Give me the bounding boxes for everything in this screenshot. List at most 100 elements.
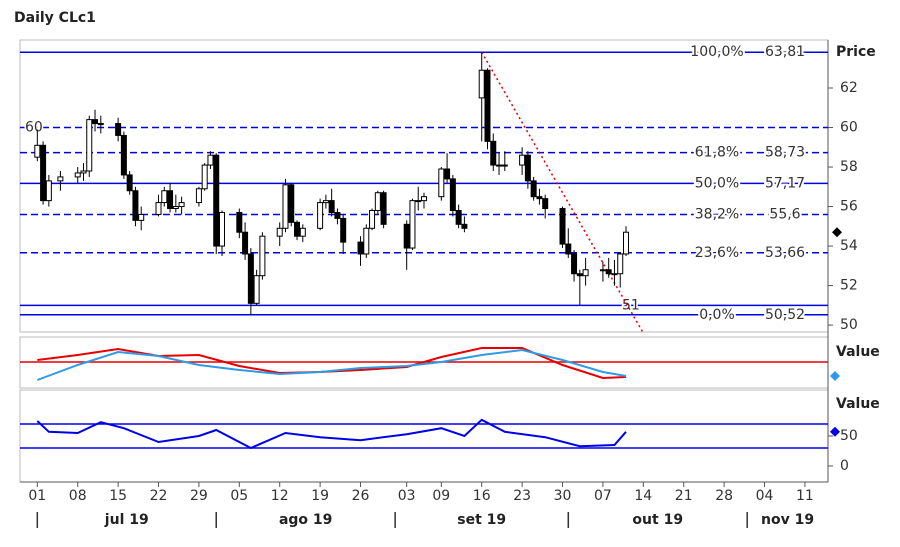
candle-body [282, 184, 289, 229]
level-value: 55,6 [769, 206, 800, 222]
level-value: 63,81 [765, 44, 805, 60]
x-tick-label: 09 [432, 488, 450, 504]
trend-line [481, 51, 644, 334]
axis-label: Value [836, 344, 880, 360]
y-tick-label: 0 [840, 458, 849, 474]
candle-body [120, 134, 127, 176]
candle-body [409, 200, 416, 249]
candle-body [74, 172, 81, 178]
candle-body [363, 227, 370, 255]
candle-body [288, 184, 295, 223]
candle-body [92, 119, 99, 125]
level-value: 57,17 [765, 175, 805, 191]
candle-body [519, 154, 526, 166]
x-tick-label: 21 [675, 488, 693, 504]
x-tick-label: 15 [109, 488, 127, 504]
candle-body [138, 213, 145, 221]
x-tick-label: 30 [554, 488, 572, 504]
candle-body [530, 180, 537, 198]
candle-body [115, 123, 122, 136]
candle-body [172, 206, 179, 210]
candle-body [322, 200, 329, 204]
candle-body [461, 223, 468, 229]
candle-body [421, 196, 427, 202]
candle-body [40, 144, 47, 202]
candle-body [374, 192, 381, 211]
x-tick-label: 23 [513, 488, 531, 504]
candle-body [490, 140, 497, 166]
candle-body [496, 164, 503, 167]
candle-body [195, 188, 202, 204]
candle-body [455, 209, 462, 225]
x-tick-label: 22 [150, 488, 168, 504]
candle-body [576, 273, 583, 277]
level-name: 50,0% [695, 175, 739, 191]
candle-body [247, 253, 254, 304]
level-name: 23,6% [695, 245, 739, 261]
level-value: 60 [25, 120, 43, 136]
last-value-marker [830, 371, 840, 381]
candle-body [155, 202, 162, 215]
candle-body [126, 174, 133, 192]
candle-body [542, 198, 549, 210]
candle-body [97, 123, 104, 126]
candle-body [219, 211, 225, 247]
level-value: 58,73 [765, 145, 805, 161]
axis-label: Value [836, 396, 880, 412]
y-tick-label: 56 [840, 199, 858, 215]
candle-body [611, 273, 618, 276]
candle-body [242, 231, 249, 255]
level-value: 50,52 [765, 307, 805, 323]
candle-body [253, 275, 260, 304]
candle-body [478, 69, 485, 99]
candle-body [605, 269, 612, 275]
chart-title: Daily CLc1 [14, 10, 96, 26]
candle-body [86, 119, 93, 172]
candle-body [276, 227, 283, 237]
candle-body [45, 180, 52, 202]
level-name: 38,2% [695, 206, 739, 222]
candle-body [161, 190, 168, 204]
candle-body [444, 168, 451, 180]
axis-label: Price [836, 44, 876, 60]
candle-body [299, 227, 306, 237]
candle-body [357, 241, 364, 255]
x-tick-label: 11 [796, 488, 814, 504]
month-label: out 19 [632, 512, 683, 528]
x-tick-label: 01 [28, 488, 46, 504]
candle-body [340, 217, 347, 243]
candle-body [559, 208, 566, 245]
candle-body [582, 269, 589, 277]
indicator-line [36, 418, 627, 450]
x-tick-label: 08 [69, 488, 87, 504]
candle-body [213, 154, 220, 247]
candle-body [565, 243, 572, 255]
candle-body [524, 154, 531, 182]
month-label: nov 19 [761, 512, 814, 528]
candle-body [571, 253, 578, 275]
x-tick-label: 19 [311, 488, 329, 504]
candle-body [294, 221, 301, 237]
candle-body [623, 231, 629, 255]
candle-body [380, 192, 387, 225]
candle-body [328, 200, 335, 213]
candle-body [34, 144, 41, 158]
candle-body [317, 202, 324, 229]
candle-body [57, 176, 64, 182]
month-label: set 19 [457, 512, 506, 528]
candle-body [403, 223, 410, 249]
level-value: 51 [622, 297, 640, 313]
y-tick-label: 58 [840, 159, 858, 175]
candle-body [178, 202, 185, 208]
y-tick-label: 60 [840, 120, 858, 136]
x-tick-label: 14 [634, 488, 652, 504]
candle-body [132, 190, 139, 221]
x-tick-label: 12 [271, 488, 289, 504]
x-tick-label: 16 [473, 488, 491, 504]
candle-body [415, 200, 422, 203]
x-tick-label: 29 [190, 488, 208, 504]
level-name: 100,0% [690, 44, 743, 60]
x-tick-label: 26 [352, 488, 370, 504]
